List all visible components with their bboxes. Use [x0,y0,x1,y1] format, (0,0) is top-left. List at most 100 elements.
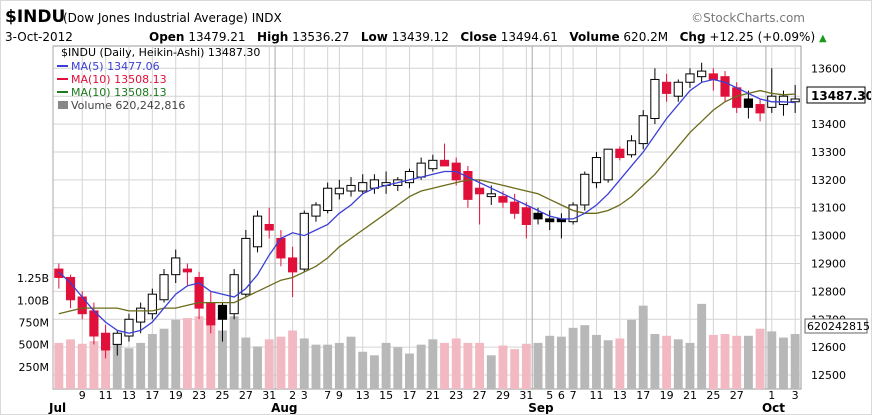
volume-bar [405,353,414,389]
volume-bar [662,335,672,389]
volume-bar [521,343,531,389]
candle-body [217,304,228,320]
candle-body [545,218,555,223]
volume-bar [393,347,403,389]
price-tick-label: 12500 [811,369,846,382]
x-tick-label: 31 [262,389,276,402]
candle-body [136,307,146,323]
volume-bar [498,345,508,389]
x-tick-label: 5 [546,389,553,402]
x-tick-label: 1 [768,389,775,402]
volume-bar [112,343,122,389]
volume-label: Volume [569,30,620,44]
volume-bar [171,319,181,389]
candle-body [743,98,753,108]
legend-ma10a: MA(10) 13508.13 [71,73,167,86]
volume-bar [779,337,788,389]
volume-bar [510,349,520,389]
volume-bar [592,334,601,389]
volume-bar [264,339,274,389]
symbol-title: $INDU [5,7,66,27]
volume-bar [194,316,204,389]
candle-body [650,78,660,120]
x-tick-label: 19 [660,389,674,402]
volume-tag: 620242815 [807,320,870,333]
x-tick-label: 23 [192,389,206,402]
legend-volume: Volume 620,242,816 [71,99,185,112]
volume-tick-label: 1.25B [17,272,49,285]
volume-bar [486,355,496,389]
volume-bar [416,344,426,389]
volume-bar [124,348,134,389]
volume-bar [732,335,742,389]
volume-bar [673,339,683,389]
axes: 1250012600127001280012900130001310013200… [17,62,846,414]
x-tick-label: 21 [683,389,697,402]
candle-body [358,182,368,192]
candle-body [521,207,531,225]
candle-body [673,81,683,97]
x-tick-label: 2 [289,389,296,402]
volume-bar [790,334,800,389]
volume-bar [299,338,309,389]
price-tick-label: 13000 [811,230,846,243]
volume-bar [615,338,625,389]
volume-bar [627,319,636,389]
x-tick-label: 25 [215,389,229,402]
candle-body [615,148,625,159]
candle-body [662,81,672,94]
volume-bar [77,343,87,389]
candle-body [463,170,473,200]
candle-body [568,204,578,223]
volume-bar [101,334,111,389]
x-tick-label: 3 [792,389,799,402]
candle-body [241,237,251,295]
x-tick-label: 13 [613,389,627,402]
candle-body [194,276,204,309]
volume-tick-label: 250M [19,361,50,374]
x-tick-label: 27 [473,389,487,402]
candle-body [486,193,496,198]
ma10-line [58,89,796,315]
legend-ma5: MA(5) 13477.06 [71,60,160,73]
candle-body [755,104,765,114]
x-tick-label: 23 [449,389,463,402]
candle-body [790,98,800,103]
candle-body [580,173,590,206]
candle-body [147,293,157,315]
candle-body [720,76,730,97]
volume-bar [54,342,64,389]
high-label: High [257,30,289,44]
brand-link[interactable]: ©StockCharts.com [691,11,805,25]
x-tick-label: 15 [379,389,393,402]
candle-body [439,159,450,167]
candle-body [346,184,356,192]
volume-bar [147,334,157,389]
candle-body [510,201,520,214]
volume-tick-label: 750M [19,317,50,330]
candle-body [428,159,438,170]
candle-body [159,274,169,301]
legend: $INDU (Daily, Heikin-Ashi) 13487.30 MA(5… [57,46,260,112]
month-label: Jul [48,401,66,414]
chg-arrow-icon: ▲ [818,33,827,44]
volume-bar [206,325,216,389]
volume-bar [346,336,356,389]
price-tick-label: 12800 [811,285,846,298]
x-tick-label: 21 [426,389,440,402]
volume-value: 620.2M [623,30,669,44]
legend-main: $INDU (Daily, Heikin-Ashi) 13487.30 [61,46,260,59]
volume-bar [358,351,368,389]
month-label: Oct [762,401,785,414]
volume-bar [323,344,333,389]
x-tick-label: 7 [324,389,331,402]
volume-bar [334,342,344,389]
candle-body [252,215,263,248]
price-tag-box [806,86,866,104]
x-tick-label: 3 [301,389,308,402]
close-label: Close [460,30,497,44]
x-tick-label: 17 [402,389,416,402]
volume-bar [451,338,461,389]
